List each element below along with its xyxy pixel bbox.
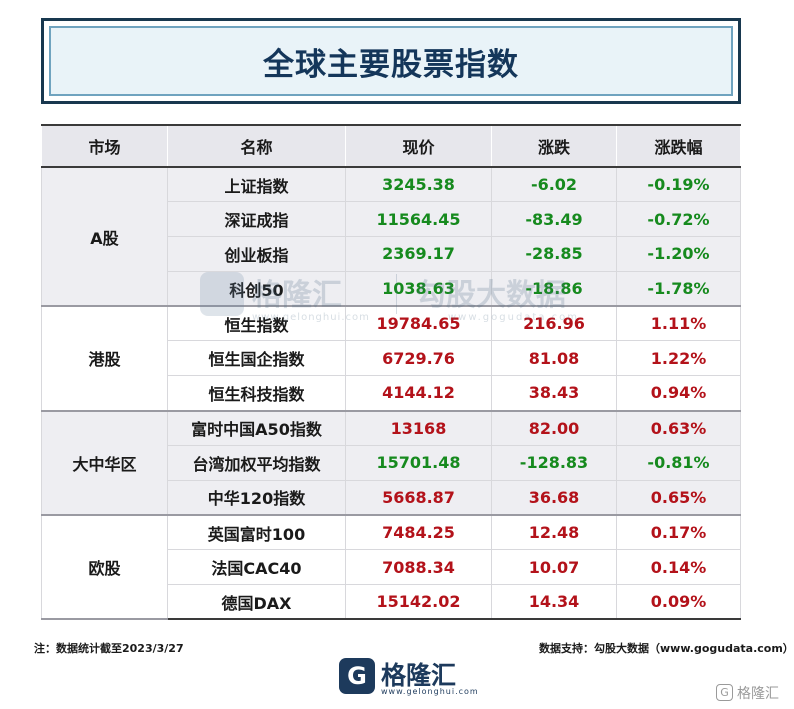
market-cell: 港股 — [41, 306, 168, 412]
market-cell: 大中华区 — [41, 410, 168, 516]
change-cell: -6.02 — [491, 167, 617, 203]
change-cell: 36.68 — [491, 480, 617, 516]
change-cell: 14.34 — [491, 584, 617, 621]
index-name-cell: 上证指数 — [167, 167, 346, 203]
table-row: 恒生国企指数 6729.76 81.08 1.22% — [42, 340, 741, 377]
index-name-cell: 法国CAC40 — [167, 549, 346, 586]
footer-logo-url: www.gelonghui.com — [381, 687, 479, 696]
price-cell: 4144.12 — [345, 375, 492, 412]
index-name-cell: 科创50 — [167, 271, 346, 308]
market-cell: 欧股 — [41, 514, 168, 621]
change-cell: 38.43 — [491, 375, 617, 412]
change-pct-cell: 0.09% — [616, 584, 741, 621]
title-banner: 全球主要股票指数 — [49, 26, 733, 96]
price-cell: 15142.02 — [345, 584, 492, 621]
table-row: 港股 恒生指数 19784.65 216.96 1.11% — [41, 306, 741, 412]
footer-logo-name: 格隆汇 — [381, 661, 457, 690]
table-row: 中华120指数 5668.87 36.68 0.65% — [42, 480, 741, 516]
price-cell: 5668.87 — [345, 480, 492, 516]
change-pct-cell: 0.94% — [616, 375, 741, 412]
table-row: 台湾加权平均指数 15701.48 -128.83 -0.81% — [42, 445, 741, 481]
header-price: 现价 — [345, 124, 492, 168]
index-name-cell: 恒生指数 — [167, 306, 346, 342]
header-change-pct: 涨跌幅 — [616, 124, 741, 168]
table-row: 科创50 1038.63 -18.86 -1.78% — [42, 271, 741, 308]
index-name-cell: 创业板指 — [167, 236, 346, 272]
index-name-cell: 深证成指 — [167, 201, 346, 238]
change-cell: -128.83 — [491, 445, 617, 481]
price-cell: 11564.45 — [345, 201, 492, 238]
index-name-cell: 恒生科技指数 — [167, 375, 346, 412]
price-cell: 6729.76 — [345, 340, 492, 377]
change-cell: 12.48 — [491, 514, 617, 551]
title-frame: 全球主要股票指数 — [41, 18, 741, 104]
price-cell: 7088.34 — [345, 549, 492, 586]
table-row: 恒生科技指数 4144.12 38.43 0.94% — [42, 375, 741, 412]
corner-watermark: G 格隆汇 — [716, 681, 788, 703]
change-cell: -83.49 — [491, 201, 617, 238]
change-pct-cell: 1.22% — [616, 340, 741, 377]
table-row: A股 上证指数 3245.38 -6.02 -0.19% — [41, 167, 741, 308]
footnote-source: 数据支持：勾股大数据（www.gogudata.com） — [539, 642, 794, 655]
price-cell: 1038.63 — [345, 271, 492, 308]
change-cell: 81.08 — [491, 340, 617, 377]
price-cell: 19784.65 — [345, 306, 492, 342]
price-cell: 7484.25 — [345, 514, 492, 551]
index-name-cell: 中华120指数 — [167, 480, 346, 516]
table-row: 法国CAC40 7088.34 10.07 0.14% — [42, 549, 741, 586]
index-name-cell: 恒生国企指数 — [167, 340, 346, 377]
change-pct-cell: -0.72% — [616, 201, 741, 238]
page-title: 全球主要股票指数 — [263, 46, 519, 83]
table-row: 大中华区 富时中国A50指数 13168 82.00 0.63% — [41, 410, 741, 516]
price-cell: 15701.48 — [345, 445, 492, 481]
corner-watermark-text: 格隆汇 — [737, 686, 779, 702]
table-row: 深证成指 11564.45 -83.49 -0.72% — [42, 201, 741, 238]
table-header-row: 市场 名称 现价 涨跌 涨跌幅 — [41, 124, 741, 168]
change-pct-cell: 0.14% — [616, 549, 741, 586]
header-change: 涨跌 — [491, 124, 617, 168]
change-pct-cell: 0.17% — [616, 514, 741, 551]
price-cell: 2369.17 — [345, 236, 492, 272]
price-cell: 13168 — [345, 410, 492, 446]
table-row: 德国DAX 15142.02 14.34 0.09% — [42, 584, 741, 621]
change-pct-cell: -0.81% — [616, 445, 741, 481]
market-cell: A股 — [41, 167, 168, 308]
table-row: 欧股 英国富时100 7484.25 12.48 0.17% — [41, 514, 741, 621]
table-row: 创业板指 2369.17 -28.85 -1.20% — [42, 236, 741, 272]
price-cell: 3245.38 — [345, 167, 492, 203]
change-pct-cell: -1.20% — [616, 236, 741, 272]
change-cell: 82.00 — [491, 410, 617, 446]
gelonghui-logo-icon: G — [339, 658, 375, 694]
change-pct-cell: 0.63% — [616, 410, 741, 446]
index-table: 市场 名称 现价 涨跌 涨跌幅 A股 上证指数 3245.38 -6.02 -0.19%… — [41, 124, 741, 621]
change-pct-cell: -1.78% — [616, 271, 741, 308]
index-name-cell: 富时中国A50指数 — [167, 410, 346, 446]
index-name-cell: 英国富时100 — [167, 514, 346, 551]
change-cell: 10.07 — [491, 549, 617, 586]
change-pct-cell: 1.11% — [616, 306, 741, 342]
change-pct-cell: 0.65% — [616, 480, 741, 516]
footnote-date: 注：数据统计截至2023/3/27 — [34, 642, 184, 655]
corner-logo-icon: G — [716, 684, 733, 701]
change-cell: 216.96 — [491, 306, 617, 342]
change-cell: -18.86 — [491, 271, 617, 308]
index-name-cell: 台湾加权平均指数 — [167, 445, 346, 481]
footer-logo: G 格隆汇 www.gelonghui.com — [339, 656, 478, 702]
header-name: 名称 — [167, 124, 346, 168]
change-pct-cell: -0.19% — [616, 167, 741, 203]
index-name-cell: 德国DAX — [167, 584, 346, 621]
header-market: 市场 — [41, 124, 168, 168]
change-cell: -28.85 — [491, 236, 617, 272]
